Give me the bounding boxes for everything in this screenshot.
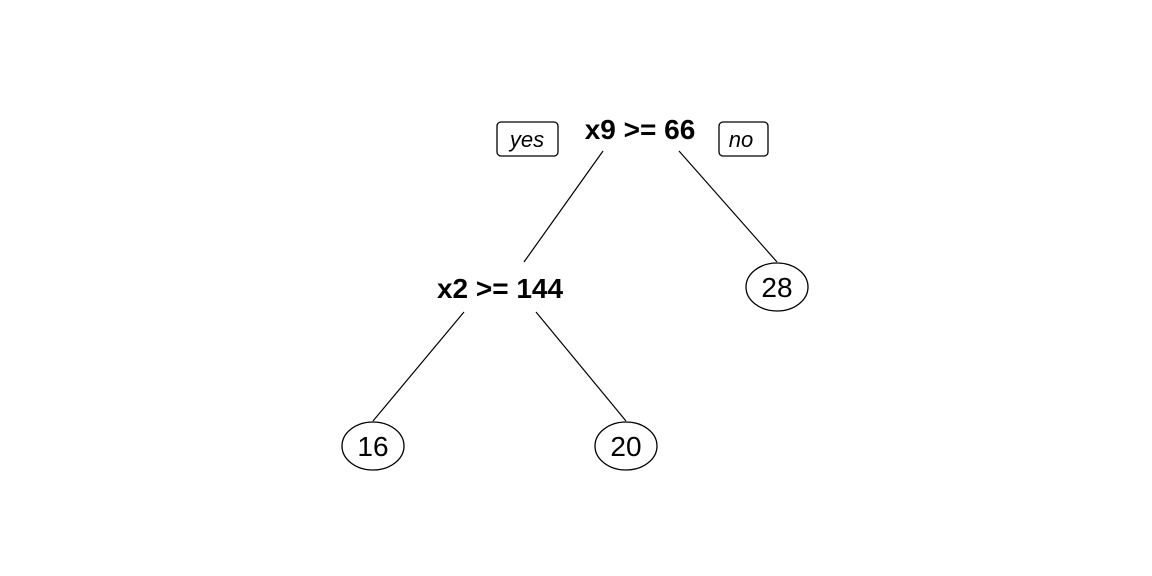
leaf-node-16: 16: [341, 421, 405, 471]
root-split-label: x9 >= 66: [585, 114, 696, 145]
no-label-box: [718, 121, 769, 157]
yes-label-text: yes: [508, 127, 544, 152]
leaf-28-ellipse: [745, 262, 809, 312]
leaf-node-28: 28: [745, 262, 809, 312]
leaf-20-ellipse: [594, 421, 658, 471]
edge-root-to-leaf-28: [678, 150, 778, 263]
edge-split-x2-to-leaf-16: [372, 311, 465, 422]
leaf-28-label: 28: [761, 272, 792, 303]
leaf-20-label: 20: [610, 431, 641, 462]
leaf-16-ellipse: [341, 421, 405, 471]
leaf-node-20: 20: [594, 421, 658, 471]
leaf-16-label: 16: [357, 431, 388, 462]
internal-split-node: x2 >= 144: [437, 273, 564, 304]
yes-label-box: [496, 121, 559, 157]
internal-split-label: x2 >= 144: [437, 273, 564, 304]
edge-root-to-split-x2: [523, 150, 604, 263]
edge-split-x2-to-leaf-20: [535, 311, 627, 422]
no-branch-label: no: [718, 121, 769, 157]
yes-branch-label: yes: [496, 121, 559, 157]
root-split-node: x9 >= 66: [585, 114, 696, 145]
no-label-text: no: [729, 127, 753, 152]
